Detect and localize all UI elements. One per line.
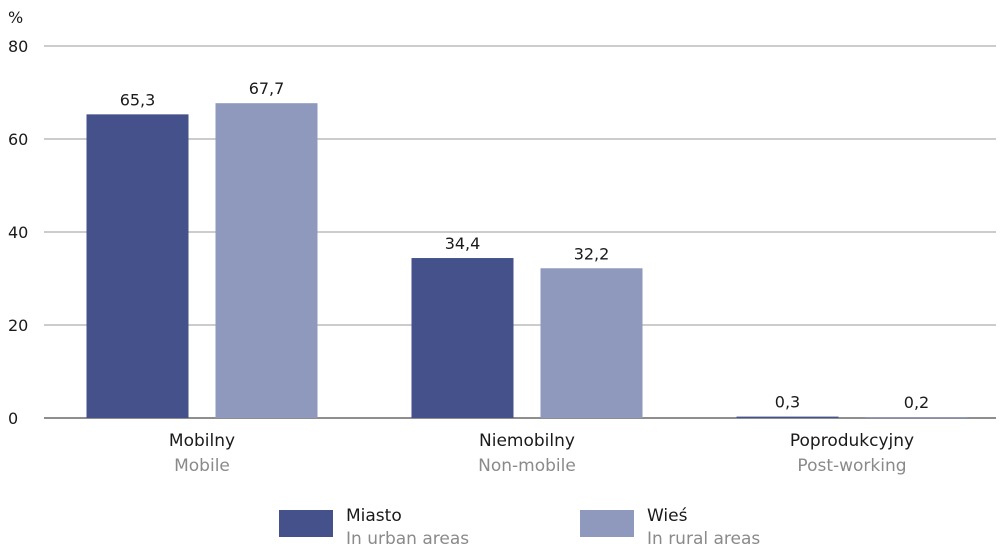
y-tick-label-0: 0 [8, 409, 18, 428]
bar-wies-2 [865, 417, 968, 418]
y-tick-label-60: 60 [8, 130, 28, 149]
category-label-en-0: Mobile [174, 456, 230, 476]
legend-label-en-wies: In rural areas [647, 529, 760, 548]
data-label-miasto-0: 65,3 [120, 90, 156, 109]
bar-miasto-1 [411, 258, 514, 418]
category-labels: Mobilny Mobile Niemobilny Non-mobile Poprodu… [169, 431, 914, 476]
y-axis-ticks: 0 20 40 60 80 [8, 37, 28, 428]
bars [86, 103, 968, 418]
legend-label-en-miasto: In urban areas [346, 529, 469, 548]
category-label-2: Poprodukcyjny [790, 431, 914, 451]
legend-swatch-miasto [279, 510, 333, 537]
legend-swatch-wies [580, 510, 634, 537]
data-label-miasto-1: 34,4 [445, 234, 481, 253]
bar-miasto-2 [736, 416, 839, 418]
data-label-wies-2: 0,2 [904, 393, 929, 412]
data-labels: 65,3 67,7 34,4 32,2 0,3 0,2 [120, 79, 930, 412]
category-label-en-1: Non-mobile [478, 456, 576, 476]
data-label-miasto-2: 0,3 [775, 393, 800, 412]
category-label-1: Niemobilny [479, 431, 575, 451]
data-label-wies-1: 32,2 [574, 244, 610, 263]
category-label-0: Mobilny [169, 431, 235, 451]
data-label-wies-0: 67,7 [249, 79, 285, 98]
bar-miasto-0 [86, 114, 189, 418]
legend-label-wies: Wieś [647, 506, 688, 526]
bar-wies-0 [215, 103, 318, 418]
category-label-en-2: Post-working [797, 456, 906, 476]
y-tick-label-80: 80 [8, 37, 28, 56]
y-unit-label: % [8, 8, 23, 27]
legend: Miasto In urban areas Wieś In rural areas [279, 506, 760, 548]
legend-label-miasto: Miasto [346, 506, 402, 526]
bar-wies-1 [540, 268, 643, 418]
y-tick-label-40: 40 [8, 223, 28, 242]
y-tick-label-20: 20 [8, 316, 28, 335]
